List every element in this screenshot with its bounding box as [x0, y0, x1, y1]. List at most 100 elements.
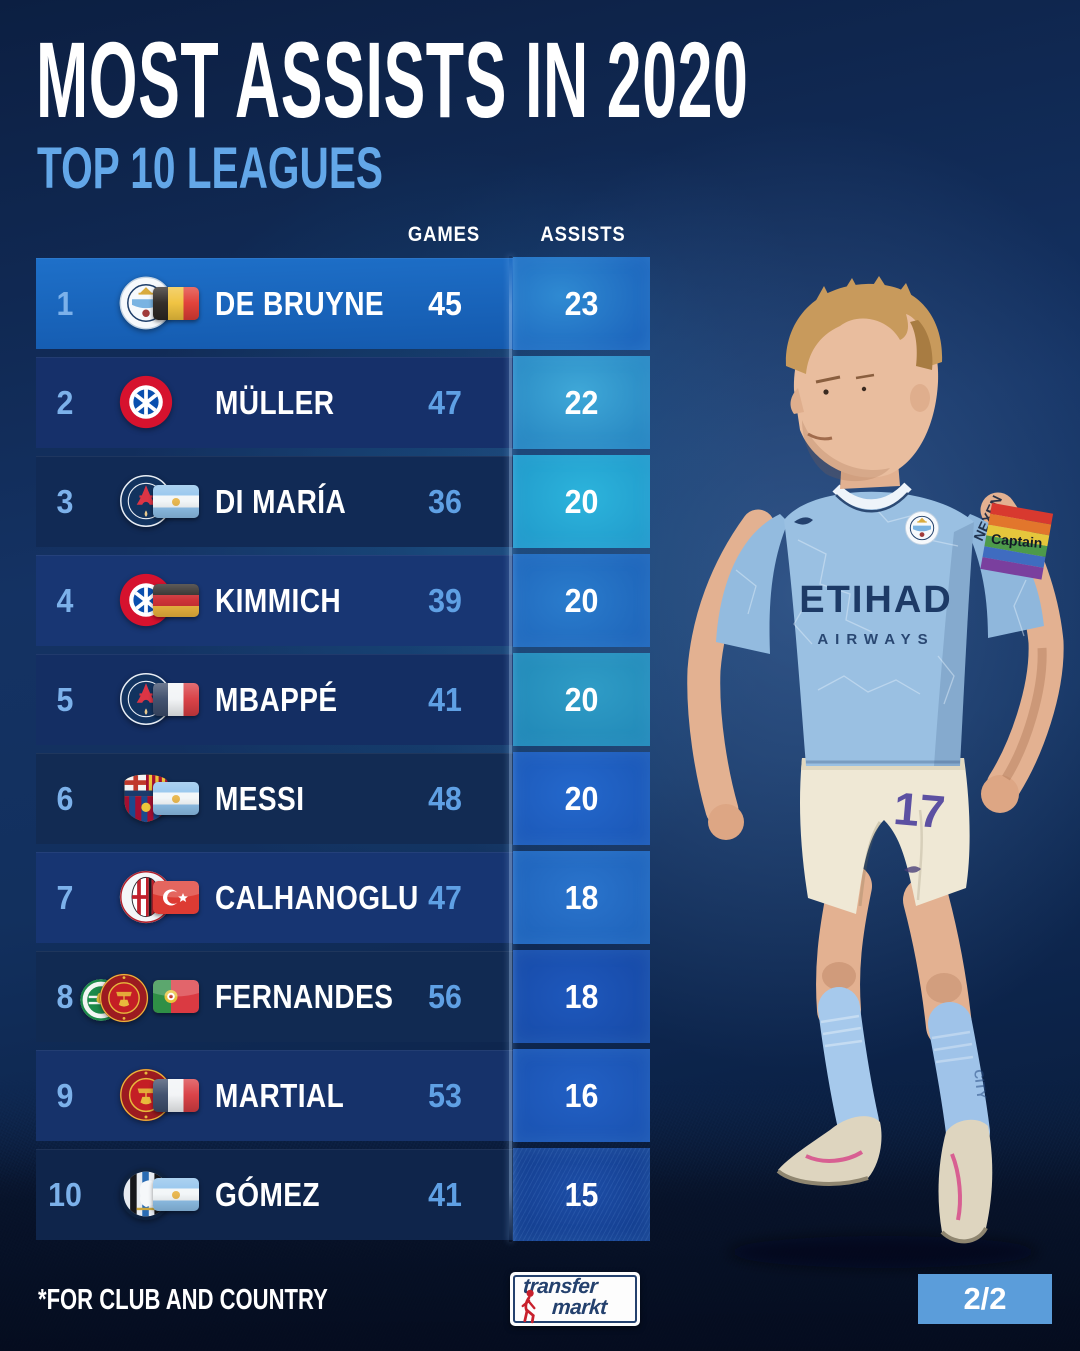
games-value: 48 [428, 780, 462, 817]
column-header-games: GAMES [407, 223, 481, 246]
rank-label: 9 [56, 1077, 74, 1114]
portugal-flag-icon [153, 980, 199, 1013]
assists-value: 22 [564, 384, 599, 421]
nike-swoosh-icon [805, 1150, 864, 1163]
assists-value: 23 [564, 285, 599, 322]
table-row: 6 MESSI 48 20 [36, 752, 650, 845]
assists-value: 15 [564, 1176, 599, 1213]
assists-cell: 20 [513, 653, 650, 746]
player-name: MESSI [215, 780, 305, 817]
assists-value: 18 [564, 879, 599, 916]
table-row: 8 FERNANDES 56 18 [36, 950, 650, 1043]
shorts [800, 758, 970, 914]
player-ground-shadow [728, 1236, 1038, 1268]
germany-flag-icon [153, 584, 199, 617]
shirt-sponsor-subtext: AIRWAYS [817, 631, 934, 648]
france-flag-icon [153, 1079, 199, 1112]
assists-cell: 18 [513, 950, 650, 1043]
rank-label: 6 [56, 780, 74, 817]
rank-label: 3 [56, 483, 74, 520]
player-photo-kevin-de-bruyne: CITY 17 [687, 276, 1064, 1268]
armband-text: Captain [990, 531, 1043, 551]
logo-text-line2: markt [551, 1296, 608, 1319]
sleeve-right [964, 514, 1044, 638]
sock-left [818, 987, 879, 1143]
transfermarkt-runner-icon [521, 1289, 536, 1324]
player-face [793, 297, 939, 478]
boot-right [938, 1119, 993, 1242]
player-name: FERNANDES [215, 978, 394, 1015]
assists-cell: 20 [513, 752, 650, 845]
jersey [784, 491, 974, 766]
player-name: MBAPPÉ [215, 681, 338, 718]
rank-label: 1 [56, 285, 74, 322]
assists-cell: 22 [513, 356, 650, 449]
games-value: 56 [428, 978, 462, 1015]
assists-cell: 23 [513, 257, 650, 350]
assists-value: 20 [564, 681, 599, 718]
boot-left [778, 1116, 882, 1185]
assists-column-separator [509, 256, 512, 1242]
sock-right [928, 1002, 990, 1154]
turkey-flag-icon [153, 881, 199, 914]
france-flag-icon [153, 683, 199, 716]
rank-label: 5 [56, 681, 74, 718]
assists-cell: 20 [513, 554, 650, 647]
assists-cell: 20 [513, 455, 650, 548]
rank-label: 7 [56, 879, 74, 916]
bayern-munich-badge-icon [118, 374, 174, 430]
assists-cell: 18 [513, 851, 650, 944]
transfermarkt-logo: transfer markt [510, 1272, 640, 1326]
player-name: MARTIAL [215, 1077, 345, 1114]
assists-value: 20 [564, 780, 599, 817]
page-title: MOST ASSISTS IN 2020 [36, 19, 749, 140]
sock-text: CITY [971, 1069, 990, 1101]
assists-cell: 15 [513, 1148, 650, 1241]
manchester-united-badge-icon [98, 972, 150, 1024]
player-name: MÜLLER [215, 384, 335, 421]
table-row: 1 DE BRUYNE 45 23 [36, 257, 650, 350]
games-value: 47 [428, 384, 462, 421]
column-header-assists: ASSISTS [540, 223, 626, 246]
collar [832, 482, 912, 510]
player-hair [785, 283, 943, 374]
rank-label: 8 [56, 978, 74, 1015]
subtitle: TOP 10 LEAGUES [37, 136, 383, 201]
puma-logo-icon [904, 866, 921, 873]
table-row: 5 MBAPPÉ 41 20 [36, 653, 650, 746]
transfermarkt-logo-border [513, 1275, 637, 1323]
rank-label: 10 [48, 1176, 82, 1213]
player-name: GÓMEZ [215, 1176, 320, 1213]
assists-value: 20 [564, 582, 599, 619]
rank-label: 2 [56, 384, 74, 421]
assists-value: 16 [564, 1077, 599, 1114]
shorts-number: 17 [892, 782, 948, 838]
player-name: CALHANOGLU [215, 879, 419, 916]
games-value: 41 [428, 681, 462, 718]
games-value: 39 [428, 582, 462, 619]
games-value: 53 [428, 1077, 462, 1114]
table-row: 10 GÓMEZ 41 15 [36, 1148, 650, 1241]
table-row: 3 DI MARÍA 36 20 [36, 455, 650, 548]
assists-cell: 16 [513, 1049, 650, 1142]
table-row: 7 CALHANOGLU 47 18 [36, 851, 650, 944]
player-name: DI MARÍA [215, 483, 347, 520]
player-name: KIMMICH [215, 582, 342, 619]
footnote: *FOR CLUB AND COUNTRY [38, 1284, 328, 1316]
table-row: 4 KIMMICH 39 20 [36, 554, 650, 647]
player-name: DE BRUYNE [215, 285, 385, 322]
games-value: 36 [428, 483, 462, 520]
chest-club-badge-icon [904, 510, 940, 546]
page-indicator-badge: 2/2 [918, 1274, 1052, 1324]
shirt-sponsor-text: ETIHAD [799, 579, 952, 621]
argentina-flag-icon [153, 485, 199, 518]
argentina-flag-icon [153, 1178, 199, 1211]
rainbow-captain-armband: Captain [980, 502, 1054, 580]
nike-swoosh-icon [950, 1153, 962, 1221]
argentina-flag-icon [153, 782, 199, 815]
games-value: 47 [428, 879, 462, 916]
sleeve-left [716, 514, 788, 654]
games-value: 45 [428, 285, 462, 322]
